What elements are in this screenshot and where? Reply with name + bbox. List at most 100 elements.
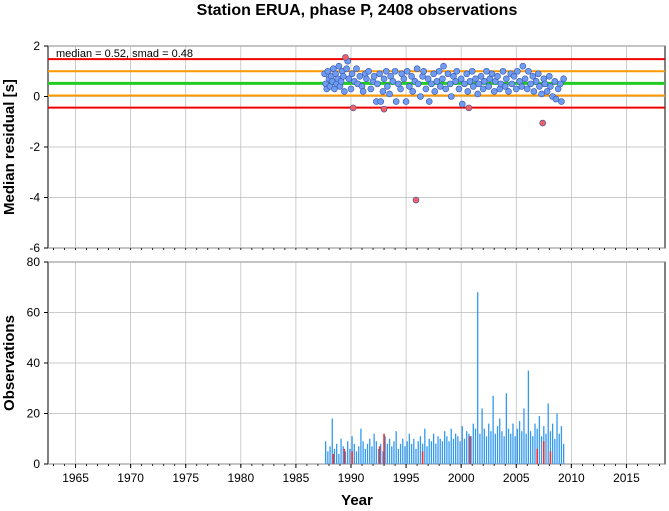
x-tick-label: 1995 xyxy=(393,471,420,485)
residual-point xyxy=(560,75,567,83)
residual-point xyxy=(414,80,422,88)
x-tick-label: 1980 xyxy=(227,471,254,485)
outlier-point xyxy=(412,196,420,204)
residual-point xyxy=(324,67,332,75)
outlier-point xyxy=(349,104,357,112)
residual-point xyxy=(431,88,439,95)
residual-point xyxy=(446,80,454,88)
outlier-point xyxy=(465,104,473,112)
observations-x-ticks: 1965 1970 1975 1980 1985 1990 1995 2000 2005 2010… xyxy=(53,248,660,485)
residual-point xyxy=(466,78,474,85)
residual-point xyxy=(389,78,397,85)
residual-point xyxy=(546,73,553,80)
residual-point xyxy=(521,75,529,83)
residual-point xyxy=(345,75,353,83)
residual-point xyxy=(447,93,455,100)
observations-y-tick-label: 60 xyxy=(27,306,41,320)
residual-point xyxy=(435,67,443,75)
chart-title: Station ERUA, phase P, 2408 observations xyxy=(197,2,518,19)
residual-point xyxy=(519,62,527,70)
residual-point xyxy=(422,85,430,93)
residual-gridlines xyxy=(48,45,665,249)
residual-y-tick-label: -6 xyxy=(29,241,40,255)
residual-point xyxy=(463,70,470,78)
residual-y-tick-label: 2 xyxy=(33,39,40,53)
residual-point xyxy=(400,75,408,83)
observations-panel: 80 60 40 20 0 1965 1970 1975 1980 1985 1990 1995 20… xyxy=(1,248,666,509)
outlier-point xyxy=(342,54,349,61)
residual-point xyxy=(343,65,350,73)
residual-point xyxy=(417,93,424,100)
residual-point xyxy=(376,70,383,78)
residual-point xyxy=(408,73,415,80)
residual-y-tick-label: -2 xyxy=(29,140,40,154)
residual-point xyxy=(510,73,518,80)
residual-point xyxy=(367,85,375,93)
residual-point xyxy=(430,70,437,78)
residual-y-axis-label: Median residual [s] xyxy=(1,79,18,215)
residual-y-ticks: 2 0 -2 -4 -6 xyxy=(29,39,48,255)
residual-y-tick-label: -4 xyxy=(29,191,40,205)
residual-point xyxy=(557,80,564,88)
residual-point xyxy=(494,73,501,80)
residual-point xyxy=(365,67,372,75)
residual-point xyxy=(353,65,360,73)
residual-point xyxy=(359,88,367,95)
residual-point xyxy=(552,95,560,103)
residual-point xyxy=(420,67,428,75)
x-tick-label: 1975 xyxy=(172,471,199,485)
residual-point xyxy=(370,73,378,80)
residual-point xyxy=(464,88,472,95)
residual-point xyxy=(525,67,532,75)
residual-point xyxy=(541,80,549,88)
residual-point xyxy=(536,83,543,90)
residual-point xyxy=(512,85,520,93)
residual-point xyxy=(436,83,444,90)
residual-point xyxy=(529,73,537,80)
residual-point xyxy=(503,75,510,83)
x-tick-label: 1970 xyxy=(117,471,144,485)
residual-stats-annotation: median = 0.52, smad = 0.48 xyxy=(56,48,193,60)
residual-point xyxy=(348,70,356,78)
residual-point xyxy=(347,85,355,93)
residual-point xyxy=(477,73,485,80)
residual-point xyxy=(483,67,490,75)
observations-y-tick-label: 80 xyxy=(27,255,41,269)
observations-y-ticks: 80 60 40 20 0 xyxy=(27,255,48,471)
residual-point xyxy=(453,67,461,75)
residual-point xyxy=(379,88,387,95)
residual-point xyxy=(392,98,400,105)
residual-point xyxy=(490,88,498,95)
residual-point xyxy=(391,67,399,75)
residual-point xyxy=(468,67,476,75)
residual-point xyxy=(469,83,477,90)
residual-point xyxy=(475,80,483,88)
residual-point xyxy=(442,85,450,93)
residual-point xyxy=(485,83,493,90)
residual-point xyxy=(461,80,468,88)
x-tick-label: 1990 xyxy=(338,471,365,485)
residual-point xyxy=(532,78,540,85)
x-tick-label: 2000 xyxy=(448,471,475,485)
x-tick-label: 2005 xyxy=(503,471,530,485)
residual-point xyxy=(505,88,512,95)
residual-point xyxy=(386,90,393,98)
residual-point xyxy=(374,80,381,88)
residual-point xyxy=(382,67,390,75)
residual-point xyxy=(508,80,516,88)
residual-point xyxy=(543,88,551,95)
observations-y-tick-label: 20 xyxy=(27,407,41,421)
x-tick-label: 2010 xyxy=(558,471,585,485)
residual-point xyxy=(339,73,347,80)
residual-point xyxy=(341,88,348,95)
residual-point xyxy=(499,67,507,75)
outlier-point xyxy=(380,105,388,113)
residual-point xyxy=(514,67,521,75)
residual-point xyxy=(547,83,554,90)
residual-point xyxy=(551,78,559,85)
observations-y-tick-label: 0 xyxy=(33,457,40,471)
residual-point xyxy=(433,78,441,85)
observations-y-tick-label: 40 xyxy=(27,356,41,370)
residual-point xyxy=(458,100,466,108)
